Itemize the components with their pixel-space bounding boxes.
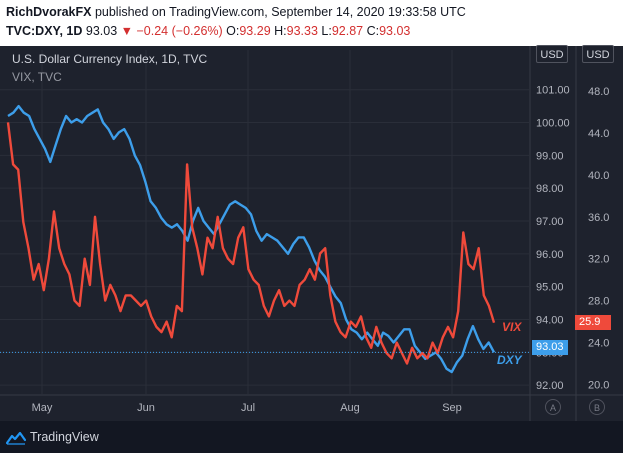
symbol-line: TVC:DXY, 1D 93.03 ▼ −0.24 (−0.26%) O:93.… — [6, 24, 410, 38]
dxy-last-price-tag: 93.03 — [532, 340, 568, 355]
price-chart[interactable]: 92.0093.0094.0095.0096.0097.0098.0099.00… — [0, 0, 623, 421]
price-change: ▼ −0.24 (−0.26%) — [120, 24, 223, 38]
author-name[interactable]: RichDvorakFX — [6, 5, 92, 19]
open-label: O: — [226, 24, 240, 38]
vix-tick-label-3: 32.0 — [588, 254, 609, 266]
vix-tick-label-0: 20.0 — [588, 380, 609, 392]
legend-main: U.S. Dollar Currency Index, 1D, TVC — [12, 52, 208, 66]
dxy-tick-label-5: 97.00 — [536, 216, 564, 228]
footer: TradingView — [0, 421, 623, 453]
left-price-scale — [530, 46, 576, 421]
x-tick-label-sep: Sep — [442, 402, 462, 414]
footer-brand[interactable]: TradingView — [30, 430, 99, 444]
low-value: 92.87 — [331, 24, 364, 38]
right-scale-unit-button[interactable]: USD — [582, 45, 614, 63]
symbol-name: TVC:DXY, 1D — [6, 24, 83, 38]
dxy-tick-label-6: 98.00 — [536, 183, 564, 195]
x-tick-label-jul: Jul — [241, 402, 255, 414]
vix-tick-label-2: 28.0 — [588, 296, 609, 308]
vix-tick-label-4: 36.0 — [588, 212, 609, 224]
dxy-tick-label-9: 101.00 — [536, 85, 570, 97]
high-label: H: — [274, 24, 287, 38]
publish-line: RichDvorakFX published on TradingView.co… — [6, 5, 466, 19]
scale-badge-b[interactable]: B — [589, 399, 605, 415]
vix-series-label: VIX — [502, 320, 522, 334]
x-tick-label-jun: Jun — [137, 402, 155, 414]
x-tick-label-may: May — [32, 402, 53, 414]
dxy-tick-label-7: 99.00 — [536, 150, 564, 162]
vix-tick-label-6: 44.0 — [588, 128, 609, 140]
high-value: 93.33 — [286, 24, 318, 38]
dxy-tick-label-3: 95.00 — [536, 282, 564, 294]
dxy-series-line — [7, 104, 496, 374]
dxy-series-label: DXY — [497, 353, 522, 367]
tradingview-logo-icon — [6, 431, 26, 445]
chart-area[interactable] — [0, 46, 623, 421]
vix-tick-label-7: 48.0 — [588, 86, 609, 98]
vix-series-line — [6, 122, 496, 365]
vix-tick-label-5: 40.0 — [588, 170, 609, 182]
last-price: 93.03 — [85, 24, 118, 38]
dxy-tick-label-2: 94.00 — [536, 314, 564, 326]
close-label: C: — [366, 24, 380, 38]
low-label: L: — [321, 24, 332, 38]
vix-tick-label-1: 24.0 — [588, 338, 609, 350]
dxy-tick-label-4: 96.00 — [536, 249, 564, 261]
publish-bar: RichDvorakFX published on TradingView.co… — [0, 0, 623, 46]
chart-legend: U.S. Dollar Currency Index, 1D, TVC VIX,… — [12, 50, 207, 86]
right-price-scale — [576, 46, 623, 421]
publish-info: published on TradingView.com, September … — [94, 5, 466, 19]
dxy-tick-label-0: 92.00 — [536, 380, 564, 392]
open-value: 93.29 — [239, 24, 271, 38]
vix-last-price-tag: 25.9 — [575, 315, 611, 330]
auto-scale-badge[interactable]: A — [545, 399, 561, 415]
x-tick-label-aug: Aug — [340, 402, 360, 414]
legend-sub: VIX, TVC — [12, 70, 62, 84]
left-scale-unit-button[interactable]: USD — [536, 45, 568, 63]
close-value: 93.03 — [379, 24, 411, 38]
dxy-tick-label-8: 100.00 — [536, 118, 570, 130]
